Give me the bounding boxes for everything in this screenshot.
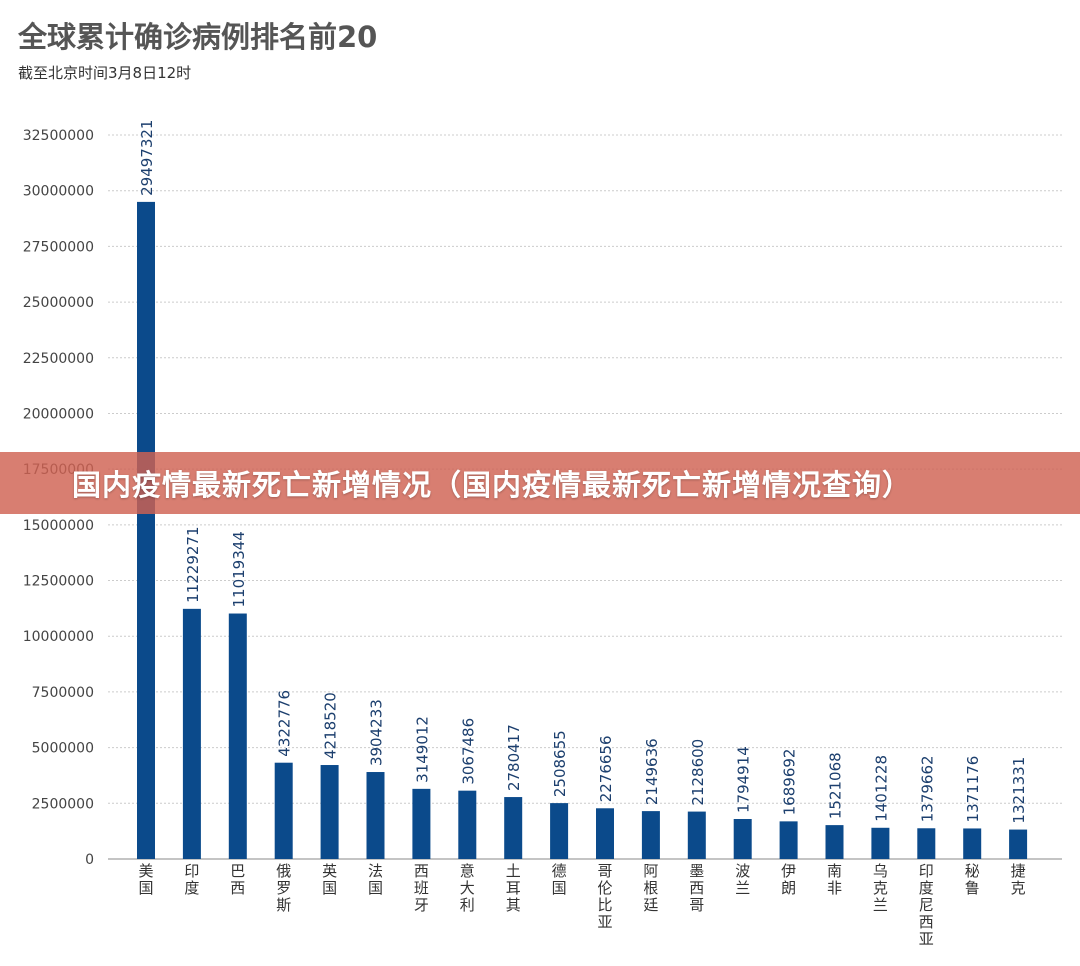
y-tick-label: 32500000 (23, 128, 94, 144)
category-label: 波兰 (735, 862, 750, 897)
data-label: 2149636 (643, 738, 661, 805)
bar (779, 821, 798, 859)
data-label: 1371176 (964, 756, 982, 823)
bar (504, 797, 523, 859)
y-tick-label: 12500000 (23, 574, 94, 590)
category-label: 印度尼西亚 (919, 862, 934, 948)
category-label: 捷克 (1011, 862, 1026, 897)
y-tick-label: 20000000 (23, 406, 94, 422)
y-tick-label: 5000000 (32, 741, 94, 757)
data-label: 29497321 (138, 120, 156, 196)
data-label: 3149012 (413, 716, 431, 783)
data-label: 4322776 (276, 690, 294, 757)
data-label: 2508655 (551, 730, 569, 797)
category-label: 俄罗斯 (276, 862, 291, 914)
data-label: 2276656 (597, 735, 615, 802)
data-label: 1379662 (918, 755, 936, 822)
category-label: 哥伦比亚 (597, 862, 612, 931)
y-tick-label: 2500000 (32, 796, 94, 812)
bar (733, 819, 752, 859)
category-label: 伊朗 (781, 862, 796, 897)
data-label: 2128600 (689, 739, 707, 806)
y-tick-label: 7500000 (32, 685, 94, 701)
category-label: 秘鲁 (965, 862, 980, 897)
data-label: 1794914 (735, 746, 753, 813)
category-label: 墨西哥 (689, 862, 704, 914)
data-label: 1521068 (827, 752, 845, 819)
chart-subtitle: 截至北京时间3月8日12时 (18, 64, 192, 82)
bar (366, 772, 385, 859)
category-label: 南非 (827, 862, 842, 897)
category-label: 德国 (552, 862, 567, 897)
bar (641, 811, 660, 859)
category-label: 美国 (138, 862, 153, 897)
bar (825, 825, 844, 859)
data-label: 1321331 (1010, 757, 1028, 824)
category-label: 印度 (184, 862, 199, 897)
data-label: 1689692 (781, 749, 799, 816)
bar (871, 827, 890, 859)
bar (412, 788, 431, 859)
y-tick-label: 10000000 (23, 629, 94, 645)
category-label: 西班牙 (414, 862, 429, 914)
category-label: 巴西 (230, 862, 245, 897)
bar (320, 765, 339, 859)
category-label: 阿根廷 (643, 862, 658, 914)
category-label: 土耳其 (506, 862, 521, 914)
banner-text: 国内疫情最新死亡新增情况（国内疫情最新死亡新增情况查询） (72, 468, 913, 502)
y-tick-label: 22500000 (23, 351, 94, 367)
bar (596, 808, 614, 859)
bar (917, 828, 936, 859)
overlay-banner: 国内疫情最新死亡新增情况（国内疫情最新死亡新增情况查询） (0, 452, 1080, 514)
data-label: 11229271 (184, 526, 202, 602)
y-tick-label: 30000000 (23, 184, 94, 200)
bar (274, 762, 293, 859)
y-tick-label: 15000000 (23, 518, 94, 534)
category-label: 意大利 (460, 862, 475, 914)
bar (550, 803, 569, 859)
y-tick-label: 25000000 (23, 295, 94, 311)
bar (137, 201, 155, 859)
data-label: 1401228 (872, 755, 890, 822)
data-label: 3067486 (459, 718, 477, 785)
bar (963, 828, 982, 859)
category-label: 乌克兰 (873, 862, 888, 914)
y-tick-label: 0 (85, 852, 94, 868)
bar (458, 790, 477, 859)
data-label: 11019344 (230, 531, 248, 607)
y-tick-label: 27500000 (23, 239, 94, 255)
chart-title: 全球累计确诊病例排名前20 (18, 20, 378, 54)
bar (687, 811, 706, 859)
data-label: 3904233 (368, 699, 386, 766)
bar (1009, 829, 1028, 859)
bar (228, 613, 247, 859)
data-label: 4218520 (322, 692, 340, 759)
bar (182, 608, 201, 859)
category-label: 法国 (368, 862, 383, 897)
data-label: 2780417 (505, 724, 523, 791)
category-label: 英国 (322, 862, 337, 897)
